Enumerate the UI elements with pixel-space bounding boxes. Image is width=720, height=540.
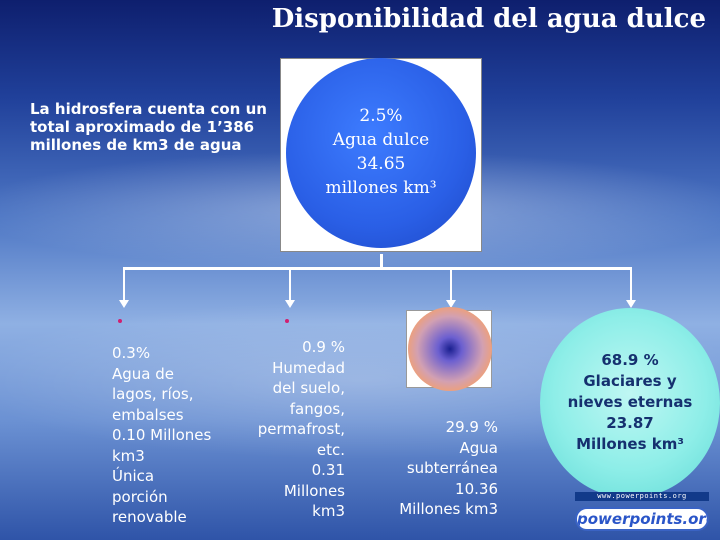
glaciers-line: 68.9 %: [601, 351, 659, 369]
glaciers-line: Millones km³: [576, 435, 684, 453]
intro-line: millones de km3 de agua: [30, 136, 242, 154]
connector-drop: [123, 267, 125, 301]
intro-text: La hidrosfera cuenta con un total aproxi…: [30, 100, 267, 154]
freshwater-text: 2.5% Agua dulce 34.65 millones km³: [286, 104, 476, 200]
soil-humidity-text: 0.9 % Humedad del suelo, fangos, permafr…: [230, 337, 345, 522]
glaciers-text: 68.9 % Glaciares y nieves eternas 23.87 …: [540, 350, 720, 455]
connector-drop: [630, 267, 632, 301]
freshwater-line: 34.65: [356, 154, 406, 174]
groundwater-line: 29.9 %: [445, 418, 498, 436]
groundwater-line: Agua: [459, 438, 498, 457]
groundwater-line: subterránea: [406, 459, 498, 477]
surface-line: 0.3%: [112, 344, 151, 362]
groundwater-line: 10.36: [455, 479, 498, 498]
humidity-line: etc.: [316, 440, 345, 459]
surface-line: Agua de: [112, 364, 174, 383]
glaciers-line: nieves eternas: [567, 393, 693, 411]
humidity-line: permafrost,: [257, 420, 345, 438]
bullet-dot: [285, 319, 289, 323]
arrow-down-icon: [285, 300, 295, 308]
groundwater-line: Millones km3: [399, 500, 498, 518]
connector-bar: [123, 267, 632, 270]
intro-line: total aproximado de 1’386: [30, 118, 255, 136]
freshwater-line: Agua dulce: [332, 130, 430, 150]
groundwater-text: 29.9 % Agua subterránea 10.36 Millones k…: [380, 417, 498, 520]
humidity-line: 0.9 %: [302, 338, 345, 356]
humidity-line: 0.31: [311, 461, 345, 479]
bullet-dot: [118, 319, 122, 323]
freshwater-circle: [286, 58, 476, 248]
surface-line: lagos, ríos,: [112, 385, 194, 403]
freshwater-line: 2.5%: [359, 106, 403, 126]
surface-line: 0.10 Millones: [112, 426, 212, 444]
connector-drop: [289, 267, 291, 301]
humidity-line: km3: [312, 502, 345, 520]
humidity-line: fangos,: [289, 399, 345, 418]
arrow-down-icon: [119, 300, 129, 308]
surface-line: renovable: [112, 508, 187, 526]
surface-line: km3: [112, 446, 145, 465]
arrow-down-icon: [626, 300, 636, 308]
surface-line: porción: [112, 487, 168, 506]
humidity-line: Millones: [283, 481, 345, 500]
intro-line: La hidrosfera cuenta con un: [30, 100, 267, 118]
surface-line: embalses: [112, 405, 184, 424]
glaciers-line: 23.87: [606, 414, 654, 432]
humidity-line: Humedad: [272, 358, 345, 377]
freshwater-line: millones km³: [325, 178, 437, 198]
surface-water-text: 0.3% Agua de lagos, ríos, embalses 0.10 …: [112, 343, 211, 528]
connector-drop: [450, 267, 452, 301]
slide-title: Disponibilidad del agua dulce: [271, 4, 706, 34]
glaciers-line: Glaciares y: [583, 372, 677, 390]
arrow-down-icon: [446, 300, 456, 308]
connector-stem: [380, 254, 383, 268]
footer-url[interactable]: www.powerpoints.org: [575, 492, 709, 501]
humidity-line: del suelo,: [272, 379, 345, 397]
groundwater-circle: [408, 307, 492, 391]
glaciers-circle: [540, 308, 720, 498]
footer-logo[interactable]: powerpoints.org: [575, 507, 709, 531]
surface-line: Única: [112, 467, 155, 485]
